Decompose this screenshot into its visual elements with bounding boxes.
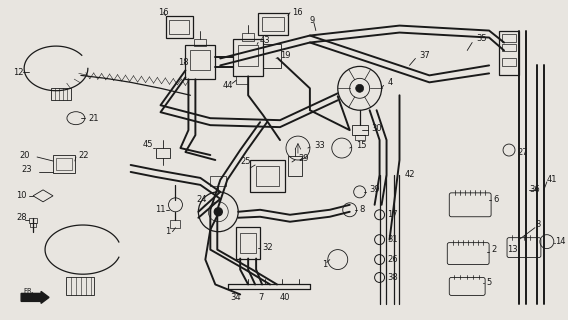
Text: 35: 35 — [476, 34, 487, 43]
Text: 2: 2 — [491, 245, 496, 254]
Text: 24: 24 — [197, 195, 207, 204]
Text: 14: 14 — [555, 237, 565, 246]
Text: 36: 36 — [529, 185, 540, 194]
Bar — [66, 277, 94, 295]
Text: 29: 29 — [298, 154, 308, 163]
Text: 15: 15 — [356, 140, 366, 149]
Bar — [51, 88, 71, 100]
Text: 25: 25 — [240, 157, 250, 166]
Text: 37: 37 — [419, 51, 430, 60]
Text: 16: 16 — [158, 8, 169, 17]
Bar — [262, 17, 284, 31]
Text: 43: 43 — [260, 36, 271, 45]
FancyArrow shape — [21, 292, 49, 303]
Bar — [56, 158, 72, 170]
Text: 3: 3 — [535, 220, 540, 229]
Bar — [502, 59, 516, 67]
Bar — [238, 44, 258, 67]
Text: 8: 8 — [360, 205, 365, 214]
Text: 26: 26 — [387, 255, 398, 264]
Bar — [263, 44, 281, 68]
Text: 1: 1 — [322, 260, 327, 269]
Bar — [233, 38, 263, 76]
Text: 44: 44 — [222, 81, 233, 90]
Bar — [185, 44, 215, 79]
Bar — [29, 218, 37, 223]
Circle shape — [356, 84, 364, 92]
Bar — [502, 34, 516, 42]
Bar — [250, 160, 285, 192]
Text: 23: 23 — [21, 165, 32, 174]
Bar — [30, 223, 36, 227]
Bar — [502, 44, 516, 52]
Text: 19: 19 — [280, 51, 290, 60]
Text: 9: 9 — [310, 16, 315, 25]
Text: 11: 11 — [156, 205, 166, 214]
Text: 30: 30 — [371, 124, 382, 132]
Text: 20: 20 — [19, 150, 30, 160]
Bar — [352, 125, 367, 135]
Bar — [242, 33, 254, 41]
Bar — [499, 31, 519, 76]
Text: 32: 32 — [262, 243, 273, 252]
Bar — [236, 227, 260, 259]
Text: 4: 4 — [387, 78, 393, 87]
Text: 22: 22 — [78, 150, 89, 160]
Text: 6: 6 — [493, 195, 499, 204]
Bar — [258, 13, 288, 35]
Text: 34: 34 — [230, 293, 241, 302]
Text: 42: 42 — [404, 171, 415, 180]
Bar — [169, 20, 189, 34]
Text: 18: 18 — [178, 58, 189, 67]
Bar — [190, 51, 210, 70]
Text: 7: 7 — [258, 293, 264, 302]
Bar — [53, 155, 75, 173]
Text: 39: 39 — [370, 185, 380, 194]
Bar — [288, 156, 302, 176]
Bar — [240, 233, 256, 252]
Bar — [165, 16, 193, 37]
Text: 10: 10 — [16, 191, 27, 200]
Bar — [170, 220, 181, 228]
Text: 40: 40 — [280, 293, 290, 302]
Circle shape — [214, 208, 222, 216]
Text: 16: 16 — [292, 8, 303, 17]
Text: 21: 21 — [89, 114, 99, 123]
Text: 33: 33 — [314, 140, 325, 149]
Bar — [236, 76, 248, 84]
Bar — [256, 166, 279, 186]
Text: 12: 12 — [13, 68, 24, 77]
Bar — [194, 38, 206, 46]
Text: 38: 38 — [387, 273, 398, 282]
Bar — [156, 148, 170, 158]
Text: 28: 28 — [16, 213, 27, 222]
Text: FR.: FR. — [23, 288, 34, 294]
Text: 27: 27 — [517, 148, 528, 156]
Text: 5: 5 — [486, 278, 491, 287]
Text: 31: 31 — [387, 235, 398, 244]
Text: 45: 45 — [143, 140, 153, 148]
Text: 41: 41 — [547, 175, 557, 184]
Bar — [354, 135, 365, 140]
Text: 13: 13 — [507, 245, 517, 254]
Text: 17: 17 — [387, 210, 398, 219]
Bar — [210, 176, 226, 186]
Text: 1: 1 — [165, 227, 171, 236]
